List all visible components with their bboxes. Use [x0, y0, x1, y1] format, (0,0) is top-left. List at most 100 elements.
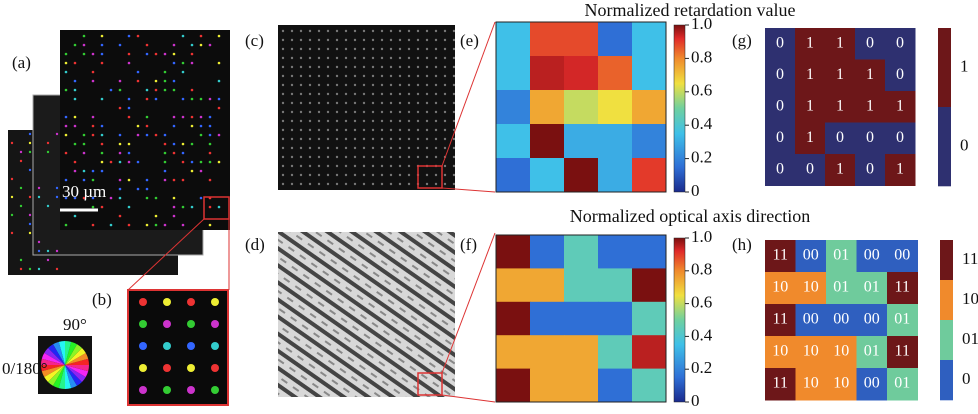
dot [209, 98, 212, 101]
dot [128, 107, 131, 110]
dot [182, 179, 185, 182]
dot [137, 188, 140, 191]
code-text: 10 [772, 343, 788, 360]
dot [173, 215, 176, 218]
dot [128, 53, 131, 56]
dot [38, 241, 40, 243]
dot [119, 44, 122, 47]
dot [139, 320, 147, 328]
code-text: 10 [803, 279, 819, 296]
dot [92, 134, 95, 137]
heat-cell [598, 302, 633, 336]
dot [164, 143, 167, 146]
dot [211, 386, 219, 394]
dot [101, 62, 104, 65]
dot [187, 320, 195, 328]
dot [211, 364, 219, 372]
dot [139, 364, 147, 372]
title: Normalized optical axis direction [570, 206, 810, 226]
dot [182, 143, 185, 146]
heat-cell [632, 369, 667, 403]
heat-cell [564, 335, 599, 369]
dot [218, 35, 221, 38]
dot [56, 133, 58, 135]
dot [65, 71, 68, 74]
heat-cell [564, 22, 599, 57]
dot [155, 89, 158, 92]
heat-cell [496, 22, 531, 57]
code-text: 1 [836, 66, 844, 83]
dot [119, 215, 122, 218]
dot [128, 161, 131, 164]
angle-label: 90° [63, 315, 87, 334]
dot [211, 320, 219, 328]
colorbar-label: 0.4 [691, 325, 713, 344]
dot [74, 143, 77, 146]
dot [110, 89, 113, 92]
dot [164, 134, 167, 137]
dot [110, 161, 113, 164]
dot [83, 134, 86, 137]
dot [119, 80, 122, 83]
dot [101, 35, 104, 38]
heat-cell [632, 56, 667, 91]
code-text: 00 [833, 311, 849, 328]
legend-label: 01 [962, 329, 978, 348]
dot [56, 187, 58, 189]
dot [101, 170, 104, 173]
code-text: 11 [773, 375, 788, 392]
heat-cell [564, 268, 599, 302]
dot [146, 116, 149, 119]
dot [163, 320, 171, 328]
dot [65, 89, 68, 92]
dot [29, 268, 31, 270]
dot [182, 116, 185, 119]
dot [146, 125, 149, 128]
dot [128, 206, 131, 209]
dot [137, 80, 140, 83]
dot [182, 35, 185, 38]
code-text: 1 [836, 160, 844, 177]
colorbar-label: 0.6 [691, 293, 712, 312]
dot [65, 134, 68, 137]
dot [101, 143, 104, 146]
heat-cell [530, 22, 565, 57]
dot [74, 215, 77, 218]
heat-cell [496, 56, 531, 91]
dot [191, 116, 194, 119]
dot [182, 152, 185, 155]
dot [128, 224, 131, 227]
code-text: 1 [806, 34, 814, 51]
dot [173, 80, 176, 83]
dot [218, 62, 221, 65]
dot [209, 143, 212, 146]
dot [83, 179, 86, 182]
panel-label: (g) [732, 31, 752, 50]
heat-cell [530, 56, 565, 91]
dot [92, 80, 95, 83]
code-text: 1 [896, 160, 904, 177]
legend-swatch [940, 240, 953, 280]
dot [200, 197, 203, 200]
dot [137, 134, 140, 137]
dot [56, 250, 58, 252]
dot [155, 98, 158, 101]
code-text: 0 [806, 160, 814, 177]
dot [191, 98, 194, 101]
heat-cell [496, 335, 531, 369]
dot [146, 134, 149, 137]
heat-cell [496, 90, 531, 125]
heat-cell [530, 124, 565, 159]
dot [163, 342, 171, 350]
dot [119, 197, 122, 200]
dot [65, 116, 68, 119]
heat-cell [598, 90, 633, 125]
dot [164, 179, 167, 182]
dot [182, 206, 185, 209]
dot [20, 259, 22, 261]
heat-cell [598, 124, 633, 159]
code-text: 00 [864, 311, 880, 328]
dot [101, 152, 104, 155]
dot [92, 71, 95, 74]
dot [218, 80, 221, 83]
